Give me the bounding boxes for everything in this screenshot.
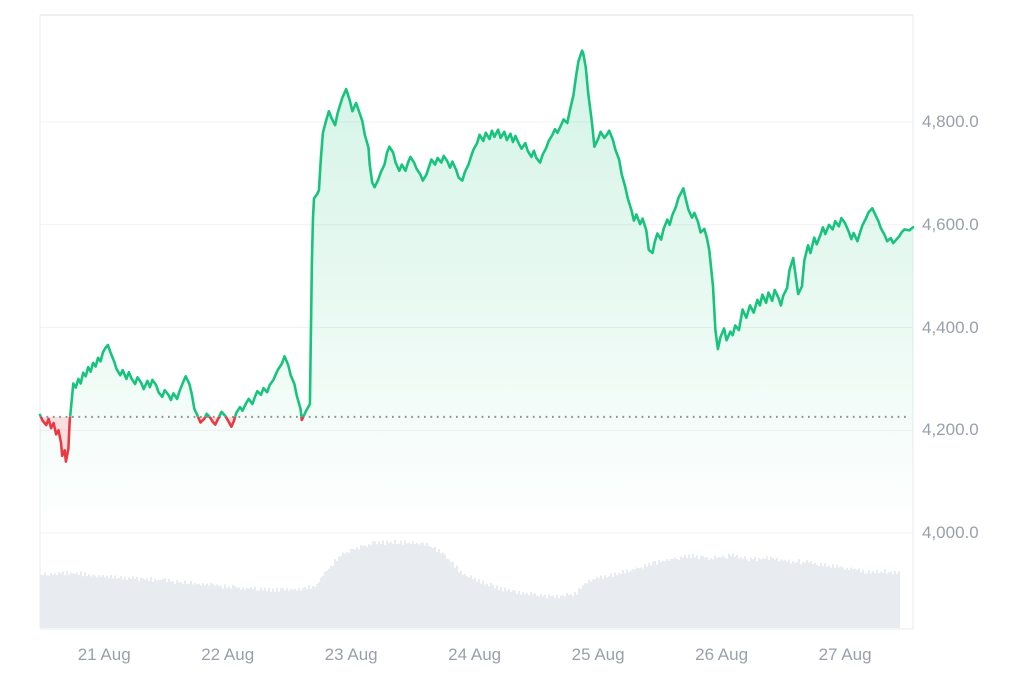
y-axis-label: 4,200.0 <box>922 420 979 440</box>
x-axis-label: 25 Aug <box>571 645 625 664</box>
x-axis-label: 21 Aug <box>77 645 131 664</box>
y-axis-label: 4,400.0 <box>922 317 979 337</box>
x-axis-label: 24 Aug <box>448 645 502 664</box>
x-axis-label: 27 Aug <box>818 645 872 664</box>
y-axis-label: 4,000.0 <box>922 523 979 542</box>
x-axis-label: 23 Aug <box>324 645 378 664</box>
y-axis-label: 4,600.0 <box>922 214 979 234</box>
y-axis-label: 4,800.0 <box>922 112 979 131</box>
x-axis-label: 22 Aug <box>201 645 255 664</box>
x-axis-label: 26 Aug <box>695 645 749 664</box>
